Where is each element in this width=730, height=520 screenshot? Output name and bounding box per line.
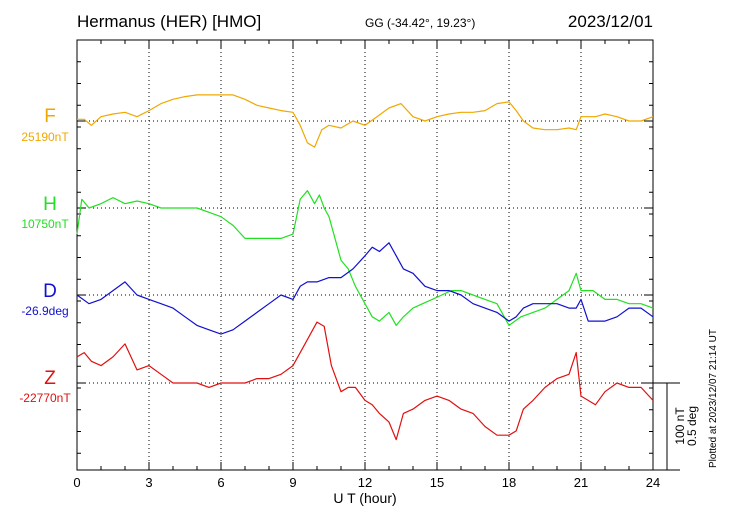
x-tick-label: 21 xyxy=(574,475,588,490)
series-line-h xyxy=(76,190,654,326)
x-tick-labels: 0 3 6 9 12 15 18 21 24 xyxy=(73,475,660,490)
series-line-f xyxy=(77,94,654,148)
series-label-h: H xyxy=(43,194,57,215)
scale-bar xyxy=(642,382,680,471)
station-title: Hermanus (HER) [HMO] xyxy=(77,12,261,31)
plot-date: 2023/12/01 xyxy=(568,12,653,31)
x-tick-label: 24 xyxy=(646,475,660,490)
series-label-z: Z xyxy=(44,368,56,389)
series-lines xyxy=(76,94,654,441)
scale-bar-nt-label: 100 nT xyxy=(673,407,687,445)
x-tick-label: 18 xyxy=(502,475,516,490)
x-axis-label: U T (hour) xyxy=(333,490,396,506)
scale-bar-deg-label: 0.5 deg xyxy=(685,406,699,446)
plotted-at-note: Plotted at 2023/12/07 21:14 UT xyxy=(708,329,719,468)
series-line-z xyxy=(76,321,654,441)
x-tick-label: 9 xyxy=(289,475,296,490)
series-baseline-f: 25190nT xyxy=(21,130,69,144)
x-tick-label: 0 xyxy=(73,475,80,490)
series-baseline-h: 10750nT xyxy=(21,217,69,231)
series-label-f: F xyxy=(44,106,56,127)
x-tick-label: 15 xyxy=(430,475,444,490)
series-baseline-d: -26.9deg xyxy=(21,304,68,318)
series-baseline-z: -22770nT xyxy=(19,391,71,405)
series-label-d: D xyxy=(43,281,57,302)
station-coords: GG (-34.42°, 19.23°) xyxy=(365,16,475,30)
x-tick-label: 12 xyxy=(358,475,372,490)
x-tick-label: 3 xyxy=(145,475,152,490)
x-tick-label: 6 xyxy=(217,475,224,490)
series-line-d xyxy=(76,242,654,335)
